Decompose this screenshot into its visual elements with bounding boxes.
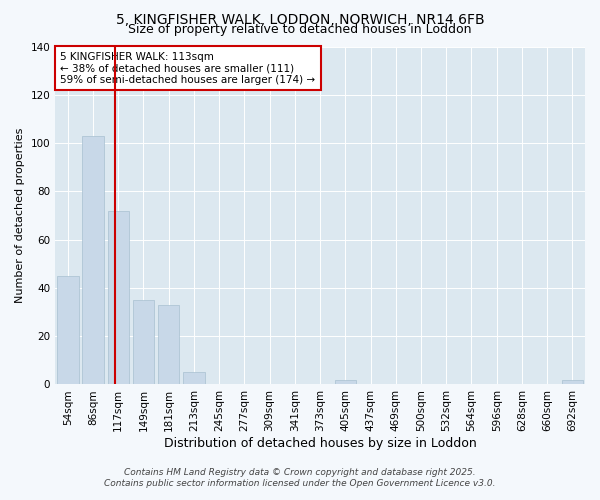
Y-axis label: Number of detached properties: Number of detached properties: [15, 128, 25, 303]
Bar: [335, 380, 356, 384]
Bar: [562, 380, 583, 384]
Bar: [107, 210, 129, 384]
Bar: [183, 372, 205, 384]
Text: 5, KINGFISHER WALK, LODDON, NORWICH, NR14 6FB: 5, KINGFISHER WALK, LODDON, NORWICH, NR1…: [116, 12, 484, 26]
X-axis label: Distribution of detached houses by size in Loddon: Distribution of detached houses by size …: [164, 437, 476, 450]
Bar: [158, 305, 179, 384]
Text: Contains HM Land Registry data © Crown copyright and database right 2025.
Contai: Contains HM Land Registry data © Crown c…: [104, 468, 496, 487]
Text: Size of property relative to detached houses in Loddon: Size of property relative to detached ho…: [128, 22, 472, 36]
Text: 5 KINGFISHER WALK: 113sqm
← 38% of detached houses are smaller (111)
59% of semi: 5 KINGFISHER WALK: 113sqm ← 38% of detac…: [61, 52, 316, 85]
Bar: [82, 136, 104, 384]
Bar: [133, 300, 154, 384]
Bar: [57, 276, 79, 384]
